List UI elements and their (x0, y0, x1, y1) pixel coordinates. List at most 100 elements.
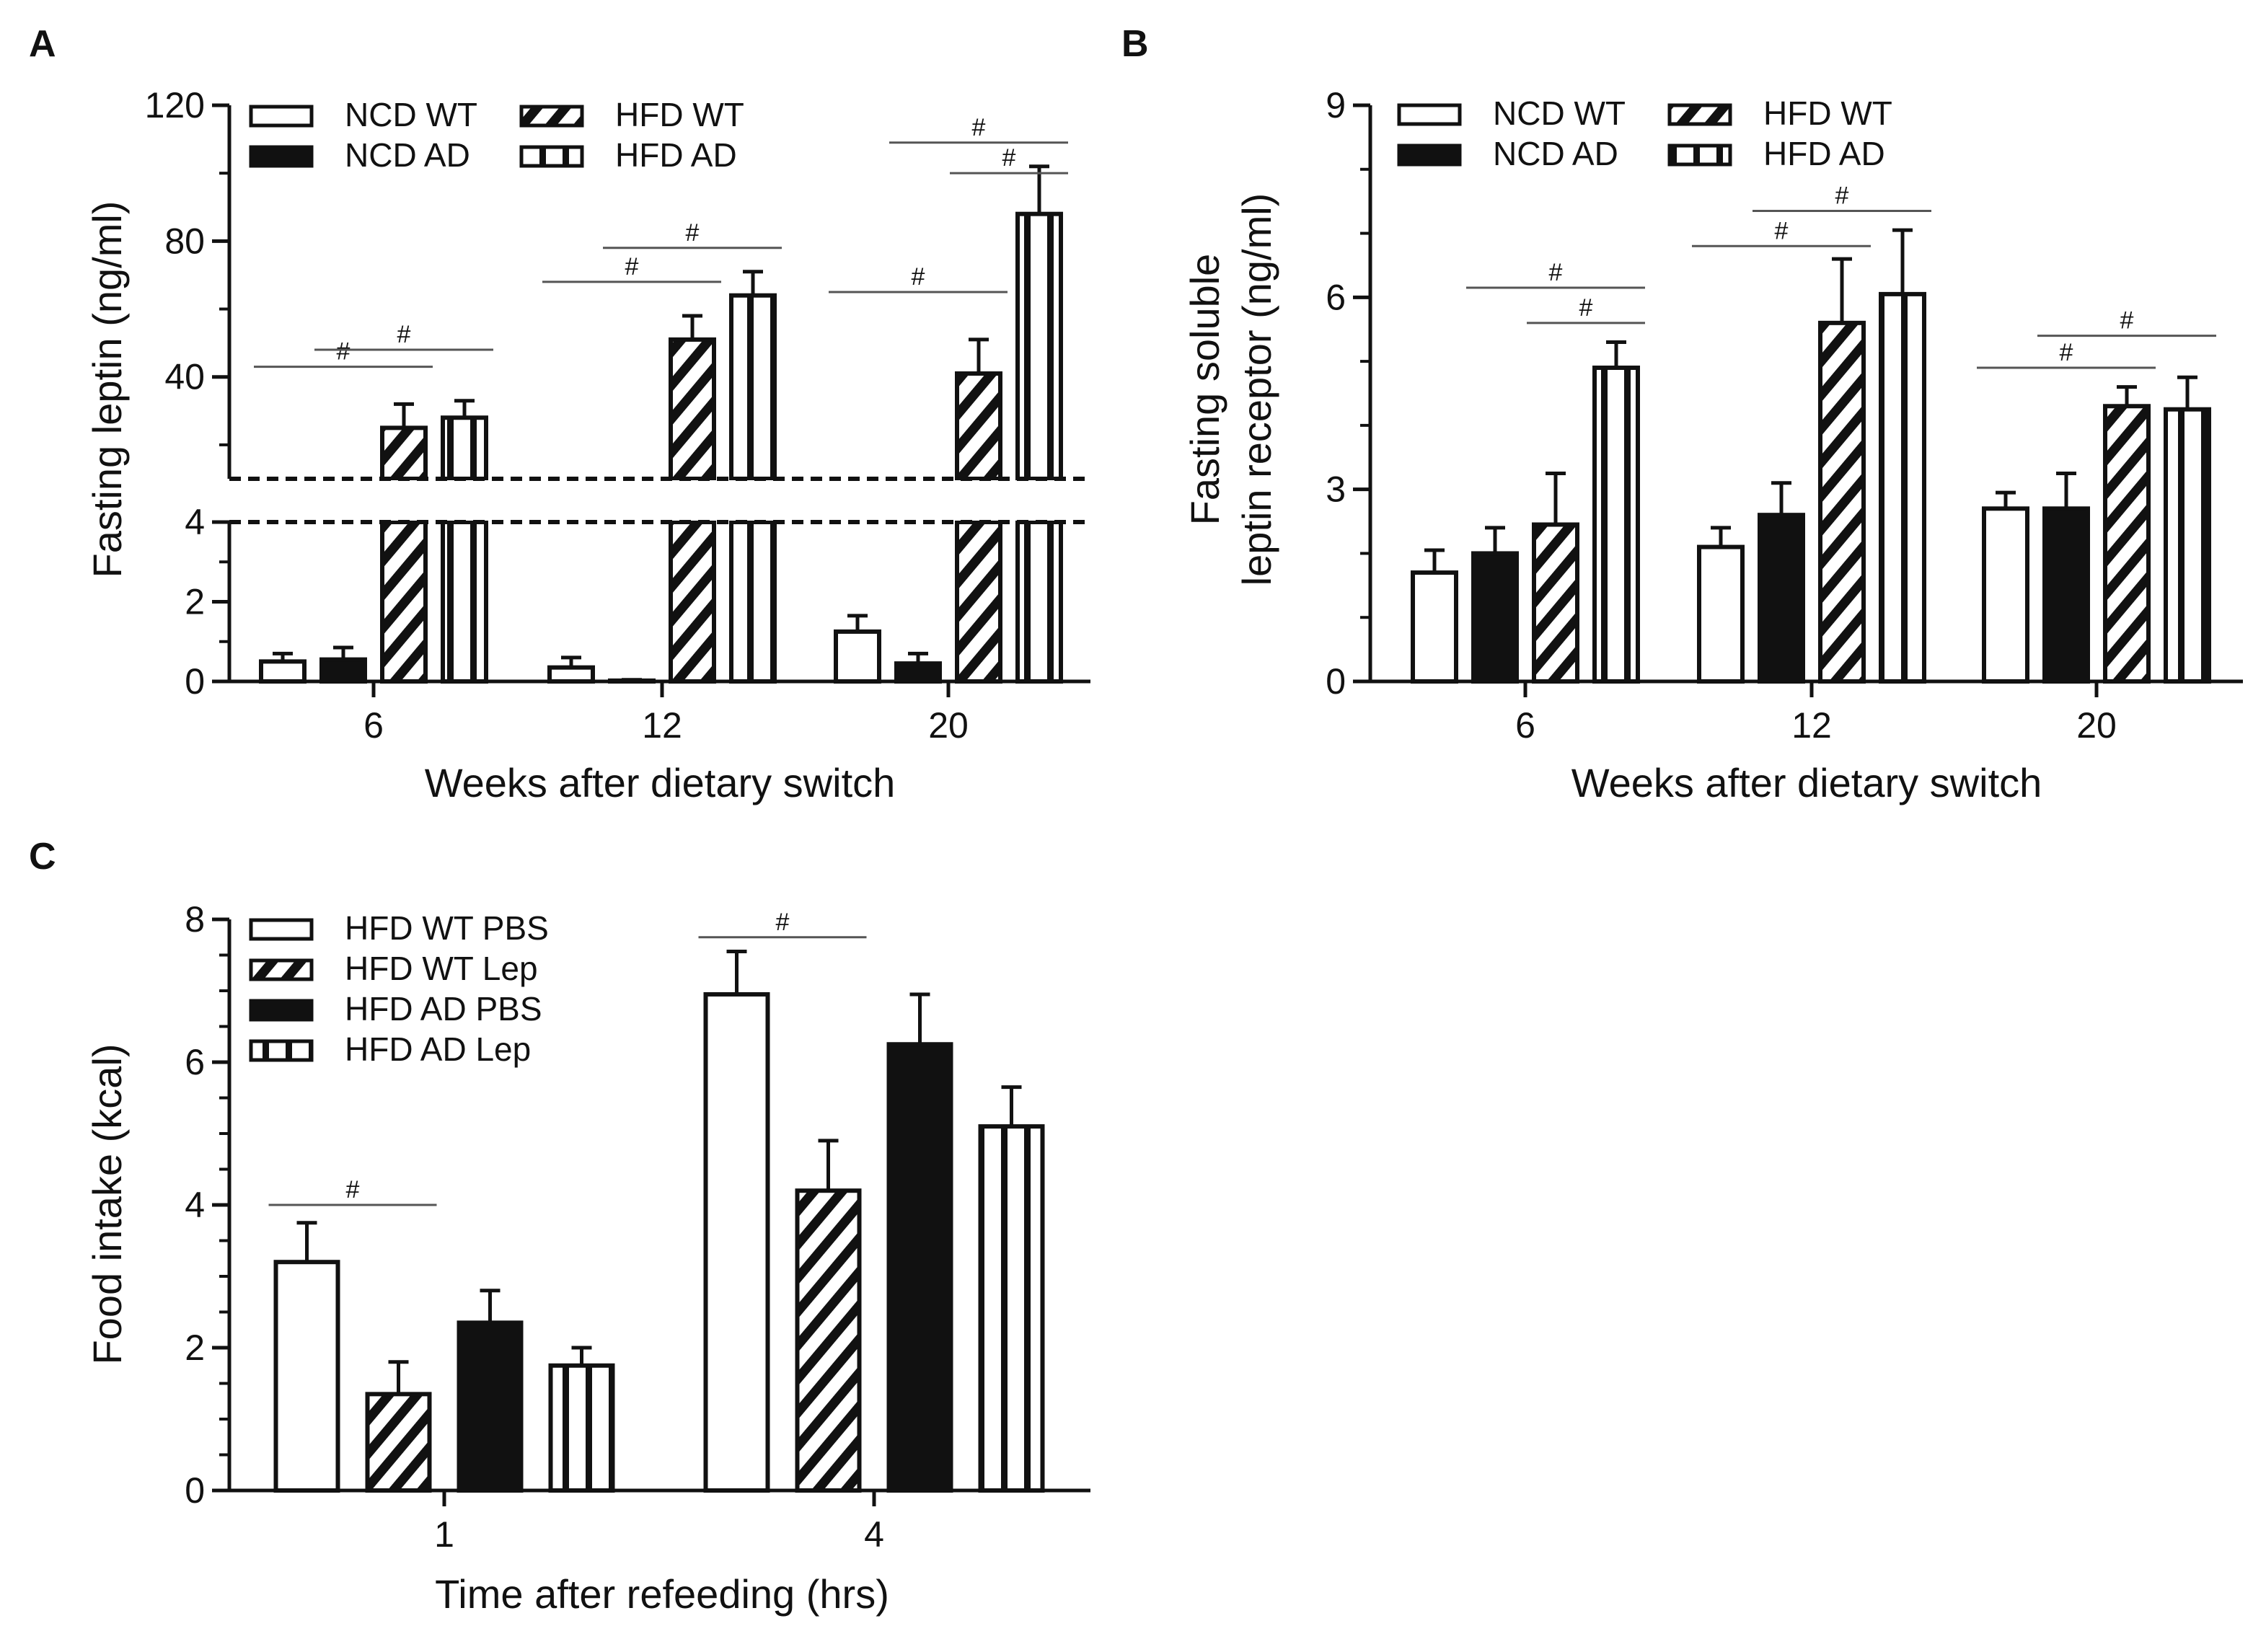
panel-b-significance-mark-3: # (1835, 182, 1849, 209)
panel-a-y-axis-title: Fasting leptin (ng/ml) (84, 201, 130, 578)
panel-c-x-tick-label-1: 1 (434, 1514, 454, 1555)
panel-b-bar-ncd-wt-12 (1697, 544, 1745, 684)
panel-b-y-axis-title-line-2: leptin receptor (ng/ml) (1234, 193, 1279, 586)
panel-c-legend-swatch-hfd-wt-lep (249, 958, 314, 981)
panel-c-bar-hfd-wt-pbs-4 (703, 991, 770, 1493)
panel-a-bar-hfd-ad-20 (1015, 211, 1063, 481)
panel-b-legend-label-ncd-ad: NCD AD (1493, 135, 1618, 172)
panel-c-bar-hfd-wt-lep-4 (795, 1188, 862, 1493)
panel-c-significance-mark-1: # (776, 909, 790, 936)
panel-b-y-tick-label-2: 6 (1326, 277, 1346, 317)
panel-a-legend-label-ncd-wt: NCD WT (345, 96, 477, 133)
panel-a-legend-swatch-ncd-ad (249, 145, 314, 168)
panel-a-bar-hfd-ad-6 (441, 415, 488, 482)
panel-c-legend-label-hfd-ad-lep: HFD AD Lep (345, 1030, 531, 1068)
panel-a-bar-lower-hfd-wt-12 (669, 520, 716, 684)
panel-a-y-tick-label-lower-0: 0 (185, 661, 205, 702)
panel-b-bar-ncd-ad-12 (1758, 513, 1805, 684)
panel-b-x-tick-label-20: 20 (2076, 705, 2117, 746)
panel-b-x-tick-label-12: 12 (1791, 705, 1832, 746)
panel-b-soluble-receptor-chart: 0 3 6 9 6 12 20 Weeks after dietary switch # # # # #… (1182, 85, 2243, 805)
panel-a-significance-mark-5: # (972, 114, 986, 141)
panel-a-y-tick-label-upper-0: 40 (164, 357, 205, 397)
panel-a-legend-label-hfd-wt: HFD WT (615, 96, 744, 133)
panel-c-legend-label-hfd-ad-pbs: HFD AD PBS (345, 990, 542, 1028)
panel-a-x-tick-label-6: 6 (363, 705, 384, 746)
panel-a-y-tick-label-lower-2: 4 (185, 502, 205, 542)
panel-a-significance-mark-6: # (1002, 144, 1016, 172)
panel-c-significance-mark-0: # (346, 1176, 360, 1203)
panel-a-y-tick-label-lower-1: 2 (185, 582, 205, 622)
panel-c-bar-hfd-ad-pbs-1 (457, 1320, 524, 1493)
panel-c-legend-swatch-hfd-ad-lep (249, 1039, 314, 1062)
panel-b-significance-mark-4: # (2060, 339, 2073, 366)
panel-a-bar-ncd-wt-12 (547, 665, 595, 684)
panel-b-significance-mark-2: # (1775, 217, 1789, 244)
panel-b-significance-mark-1: # (1579, 294, 1593, 322)
panel-a-bar-ncd-wt-20 (834, 629, 881, 684)
panel-c-legend-swatch-hfd-ad-pbs (249, 999, 314, 1022)
panel-b-legend-label-hfd-ad: HFD AD (1763, 135, 1885, 172)
panel-label-c: C (29, 836, 56, 878)
panel-c-y-tick-label-3: 6 (185, 1042, 205, 1082)
panel-a-bar-hfd-wt-12 (669, 337, 716, 481)
panel-c-y-tick-label-4: 8 (185, 899, 205, 940)
panel-a-x-tick-label-12: 12 (642, 705, 682, 746)
panel-c-legend-label-hfd-wt-pbs: HFD WT PBS (345, 909, 549, 947)
panel-a-bar-lower-hfd-wt-6 (380, 520, 428, 684)
panel-c-legend-label-hfd-wt-lep: HFD WT Lep (345, 950, 538, 987)
panel-b-bar-hfd-ad-12 (1879, 291, 1926, 684)
panel-b-x-tick-label-6: 6 (1515, 705, 1535, 746)
panel-c-bar-hfd-ad-lep-1 (548, 1363, 615, 1493)
panel-b-bar-hfd-wt-20 (2103, 404, 2151, 684)
panel-a-y-tick-label-upper-2: 120 (145, 85, 205, 125)
panel-a-legend-label-ncd-ad: NCD AD (345, 136, 470, 174)
panel-a-bar-ncd-ad-20 (894, 661, 942, 684)
panel-a-bar-lower-hfd-ad-12 (729, 520, 777, 684)
panel-a-significance-mark-0: # (337, 338, 351, 366)
panel-c-bar-hfd-ad-pbs-4 (886, 1042, 953, 1493)
panel-c-bar-hfd-ad-lep-4 (978, 1124, 1045, 1493)
panel-b-y-axis-title-line-1: Fasting soluble (1182, 254, 1227, 526)
panel-c-y-tick-label-1: 2 (185, 1328, 205, 1368)
panel-a-x-tick-label-20: 20 (928, 705, 969, 746)
panel-b-significance-mark-5: # (2120, 307, 2134, 335)
panel-b-legend-swatch-hfd-wt (1667, 103, 1732, 126)
panel-c-y-tick-label-2: 4 (185, 1185, 205, 1225)
panel-label-a: A (29, 23, 56, 65)
panel-b-significance-mark-0: # (1549, 259, 1563, 286)
panel-b-legend-label-ncd-wt: NCD WT (1493, 94, 1626, 132)
panel-a-bar-lower-hfd-ad-6 (441, 520, 488, 684)
panel-a-legend-swatch-hfd-ad (519, 145, 584, 168)
panel-c-x-axis-title: Time after refeeding (hrs) (435, 1571, 889, 1617)
panel-a-significance-mark-1: # (397, 321, 411, 348)
panel-a-legend-swatch-ncd-wt (249, 105, 314, 128)
panel-b-bar-ncd-ad-6 (1471, 551, 1519, 684)
panel-a-bar-hfd-ad-12 (729, 293, 777, 481)
panel-b-bar-hfd-ad-20 (2164, 407, 2211, 684)
panel-b-y-tick-label-1: 3 (1326, 469, 1346, 510)
panel-a-legend-swatch-hfd-wt (519, 105, 584, 128)
panel-c-bar-hfd-wt-lep-1 (365, 1392, 432, 1493)
panel-a-legend-label-hfd-ad: HFD AD (615, 136, 737, 174)
panel-b-bar-hfd-ad-6 (1592, 365, 1640, 684)
panel-b-bar-ncd-wt-6 (1411, 570, 1458, 684)
panel-a-bar-ncd-wt-6 (259, 659, 307, 684)
panel-a-bar-lower-hfd-ad-20 (1015, 520, 1063, 684)
panel-b-legend-swatch-hfd-ad (1667, 143, 1732, 167)
panel-b-bar-hfd-wt-12 (1818, 320, 1866, 684)
panel-c-x-tick-label-4: 4 (864, 1514, 884, 1555)
panel-a-axis-break-gap (232, 480, 1093, 521)
panel-a-bar-ncd-ad-6 (319, 657, 367, 684)
panel-c-y-tick-label-0: 0 (185, 1470, 205, 1511)
panel-b-bar-ncd-wt-20 (1982, 506, 2029, 684)
panel-c-food-intake-chart: 0 2 4 6 8 1 4 Time after refeeding (hrs) # # HFD W… (84, 899, 1090, 1617)
panel-a-bar-hfd-wt-20 (955, 371, 1002, 481)
panel-c-legend-swatch-hfd-wt-pbs (249, 918, 314, 941)
panel-a-bar-lower-hfd-wt-20 (955, 520, 1002, 684)
panel-c-y-axis-title: Food intake (kcal) (84, 1043, 130, 1364)
panel-b-legend-swatch-ncd-wt (1397, 103, 1462, 126)
panel-a-bar-hfd-wt-6 (380, 425, 428, 482)
